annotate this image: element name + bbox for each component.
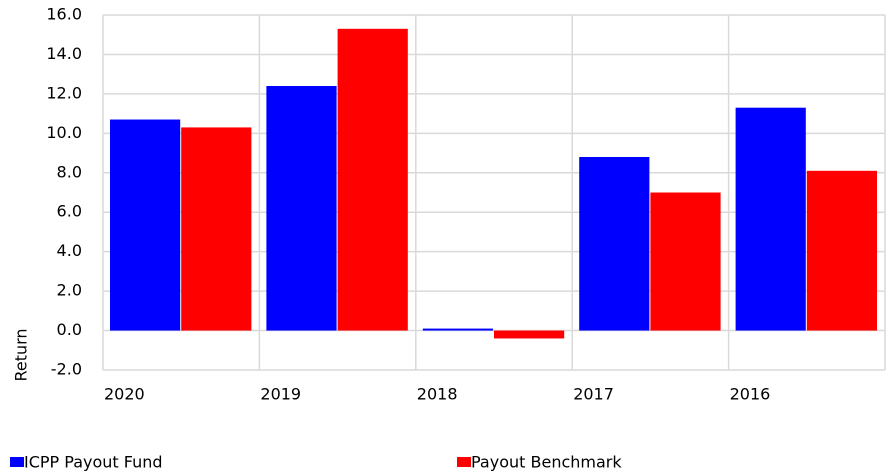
bar [650, 192, 721, 331]
y-tick-label: 4.0 [57, 241, 82, 260]
y-tick-label: -2.0 [51, 360, 82, 379]
legend-swatch [457, 457, 471, 467]
y-tick-label: 2.0 [57, 281, 82, 300]
y-tick-label: 0.0 [57, 320, 82, 339]
bar [337, 28, 408, 331]
y-tick-label: 14.0 [46, 44, 82, 63]
legend-label: Payout Benchmark [471, 453, 622, 472]
x-tick-label: 2016 [730, 385, 771, 404]
y-axis-label: Return [12, 328, 31, 381]
bar [494, 330, 565, 339]
bar [735, 107, 806, 331]
x-tick-label: 2018 [417, 385, 458, 404]
bar [181, 127, 252, 331]
bar [422, 328, 493, 331]
y-tick-label: 16.0 [46, 5, 82, 24]
bar [579, 157, 650, 331]
bar [266, 86, 337, 331]
legend-swatch [10, 457, 24, 467]
legend-label: ICPP Payout Fund [24, 453, 163, 472]
y-tick-label: 8.0 [57, 162, 82, 181]
bar [110, 119, 181, 331]
y-tick-label: 6.0 [57, 202, 82, 221]
bar [806, 170, 877, 331]
y-tick-label: 10.0 [46, 123, 82, 142]
x-tick-label: 2019 [260, 385, 301, 404]
x-tick-label: 2020 [104, 385, 145, 404]
x-tick-label: 2017 [573, 385, 614, 404]
y-tick-label: 12.0 [46, 83, 82, 102]
